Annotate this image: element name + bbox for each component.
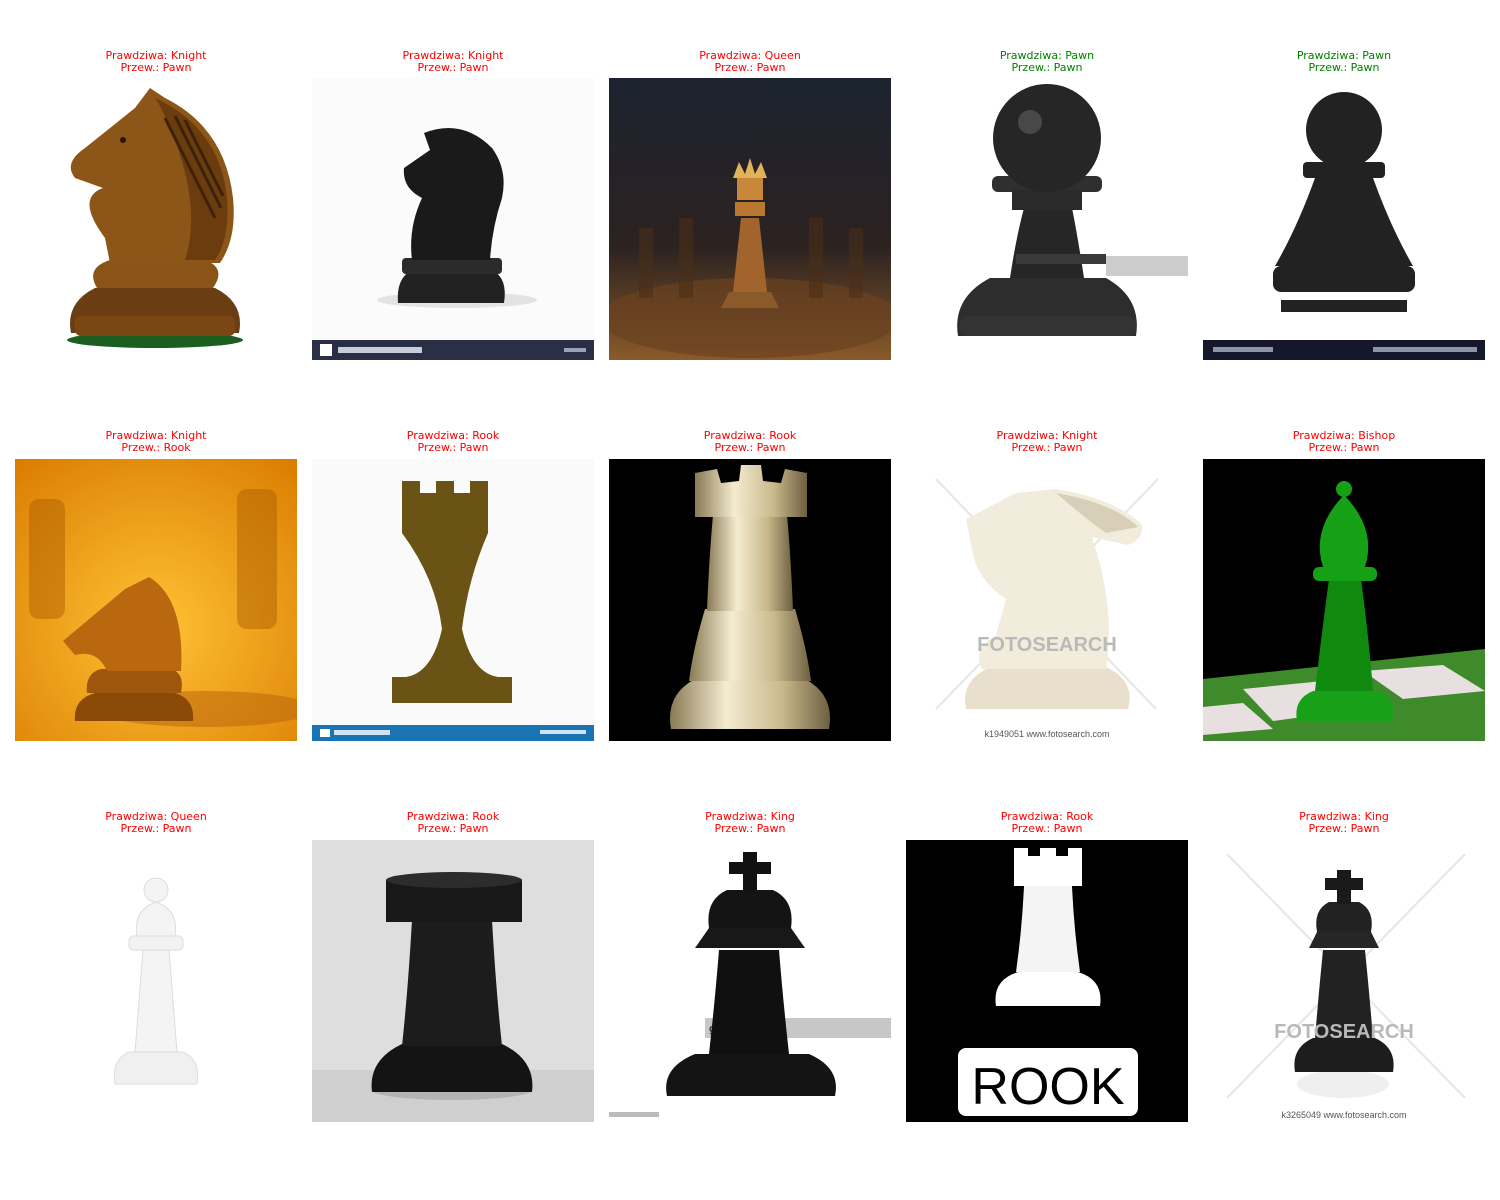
panel-caption: Prawdziwa: Queen Przew.: Pawn	[609, 50, 891, 74]
true-label: Prawdziwa: Knight	[105, 429, 207, 442]
predicted-label: Przew.: Pawn	[714, 441, 786, 454]
true-label: Prawdziwa: Pawn	[1296, 49, 1392, 62]
true-label: Prawdziwa: Knight	[105, 49, 207, 62]
panel-caption: Prawdziwa: Knight Przew.: Pawn	[312, 50, 594, 74]
sign-text: ROOK	[971, 1058, 1124, 1116]
panel-caption: Prawdziwa: Queen Przew.: Pawn	[15, 811, 297, 835]
panel-caption: Prawdziwa: Rook Przew.: Pawn	[312, 811, 594, 835]
panel-14: Prawdziwa: Rook Przew.: Pawn ROOK	[906, 809, 1188, 1122]
true-label: Prawdziwa: Rook	[1000, 810, 1094, 823]
chess-photo	[609, 459, 891, 741]
panel-caption: Prawdziwa: Rook Przew.: Pawn	[312, 430, 594, 454]
panel-4: Prawdziwa: Pawn Przew.: Pawn	[906, 48, 1188, 360]
chess-photo: gettyimages	[609, 840, 891, 1122]
panel-2: Prawdziwa: Knight Przew.: Pawn	[312, 48, 594, 360]
chess-photo	[1203, 459, 1485, 741]
chess-photo	[15, 78, 297, 360]
panel-caption: Prawdziwa: Pawn Przew.: Pawn	[906, 50, 1188, 74]
panel-caption: Prawdziwa: Knight Przew.: Pawn	[906, 430, 1188, 454]
chess-photo	[906, 78, 1188, 360]
true-label: Prawdziwa: Rook	[406, 429, 500, 442]
predicted-label: Przew.: Pawn	[714, 822, 786, 835]
panel-caption: Prawdziwa: Rook Przew.: Pawn	[906, 811, 1188, 835]
true-label: Prawdziwa: King	[1299, 810, 1389, 823]
panel-caption: Prawdziwa: Bishop Przew.: Pawn	[1203, 430, 1485, 454]
chess-photo	[609, 78, 891, 360]
panel-15: Prawdziwa: King Przew.: Pawn FOTOSEARCH …	[1203, 809, 1485, 1122]
predicted-label: Przew.: Pawn	[1011, 822, 1083, 835]
predicted-label: Przew.: Pawn	[417, 441, 489, 454]
chess-photo: ROOK	[906, 840, 1188, 1122]
watermark-text: FOTOSEARCH	[1274, 1021, 1414, 1043]
panel-1: Prawdziwa: Knight Przew.: Pawn	[15, 48, 297, 360]
true-label: Prawdziwa: Rook	[406, 810, 500, 823]
photo-footer-text: k3265049 www.fotosearch.com	[1281, 1110, 1406, 1120]
predicted-label: Przew.: Pawn	[120, 61, 192, 74]
panel-8: Prawdziwa: Rook Przew.: Pawn	[609, 428, 891, 741]
panel-caption: Prawdziwa: Pawn Przew.: Pawn	[1203, 50, 1485, 74]
panel-5: Prawdziwa: Pawn Przew.: Pawn	[1203, 48, 1485, 360]
chess-photo	[15, 840, 297, 1122]
predicted-label: Przew.: Pawn	[120, 822, 192, 835]
panel-10: Prawdziwa: Bishop Przew.: Pawn	[1203, 428, 1485, 741]
photo-footer-text: k1949051 www.fotosearch.com	[984, 729, 1109, 739]
chess-photo	[312, 840, 594, 1122]
true-label: Prawdziwa: Rook	[703, 429, 797, 442]
predicted-label: Przew.: Rook	[121, 441, 191, 454]
chess-photo	[15, 459, 297, 741]
chess-photo	[312, 78, 594, 360]
predicted-label: Przew.: Pawn	[1011, 441, 1083, 454]
panel-caption: Prawdziwa: King Przew.: Pawn	[1203, 811, 1485, 835]
panel-caption: Prawdziwa: King Przew.: Pawn	[609, 811, 891, 835]
panel-3: Prawdziwa: Queen Przew.: Pawn	[609, 48, 891, 360]
true-label: Prawdziwa: Bishop	[1292, 429, 1396, 442]
predicted-label: Przew.: Pawn	[1308, 61, 1380, 74]
panel-caption: Prawdziwa: Knight Przew.: Rook	[15, 430, 297, 454]
predicted-label: Przew.: Pawn	[1011, 61, 1083, 74]
panel-caption: Prawdziwa: Knight Przew.: Pawn	[15, 50, 297, 74]
watermark-text: FOTOSEARCH	[977, 634, 1117, 656]
true-label: Prawdziwa: Queen	[699, 49, 801, 62]
panel-9: Prawdziwa: Knight Przew.: Pawn FOTOSEARC…	[906, 428, 1188, 741]
chess-photo	[312, 459, 594, 741]
panel-caption: Prawdziwa: Rook Przew.: Pawn	[609, 430, 891, 454]
true-label: Prawdziwa: Knight	[996, 429, 1098, 442]
panel-12: Prawdziwa: Rook Przew.: Pawn	[312, 809, 594, 1122]
predicted-label: Przew.: Pawn	[1308, 822, 1380, 835]
true-label: Prawdziwa: Queen	[105, 810, 207, 823]
predicted-label: Przew.: Pawn	[417, 822, 489, 835]
chess-photo: FOTOSEARCH k1949051 www.fotosearch.com	[906, 459, 1188, 741]
panel-11: Prawdziwa: Queen Przew.: Pawn	[15, 809, 297, 1122]
true-label: Prawdziwa: King	[705, 810, 795, 823]
predicted-label: Przew.: Pawn	[417, 61, 489, 74]
predicted-label: Przew.: Pawn	[1308, 441, 1380, 454]
true-label: Prawdziwa: Pawn	[999, 49, 1095, 62]
panel-7: Prawdziwa: Rook Przew.: Pawn	[312, 428, 594, 741]
true-label: Prawdziwa: Knight	[402, 49, 504, 62]
panel-6: Prawdziwa: Knight Przew.: Rook	[15, 428, 297, 741]
chess-photo: FOTOSEARCH k3265049 www.fotosearch.com	[1203, 840, 1485, 1122]
chess-photo	[1203, 78, 1485, 360]
predicted-label: Przew.: Pawn	[714, 61, 786, 74]
panel-13: Prawdziwa: King Przew.: Pawn gettyimages	[609, 809, 891, 1122]
